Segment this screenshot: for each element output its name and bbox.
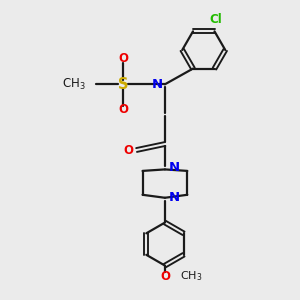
Text: N: N — [152, 78, 163, 91]
Text: N: N — [169, 191, 180, 204]
Text: Cl: Cl — [210, 13, 222, 26]
Text: S: S — [118, 77, 128, 92]
Text: N: N — [169, 161, 180, 174]
Text: O: O — [123, 143, 133, 157]
Text: O: O — [160, 269, 170, 283]
Text: O: O — [118, 103, 128, 116]
Text: CH$_3$: CH$_3$ — [62, 77, 86, 92]
Text: O: O — [118, 52, 128, 65]
Text: CH$_3$: CH$_3$ — [181, 269, 203, 283]
